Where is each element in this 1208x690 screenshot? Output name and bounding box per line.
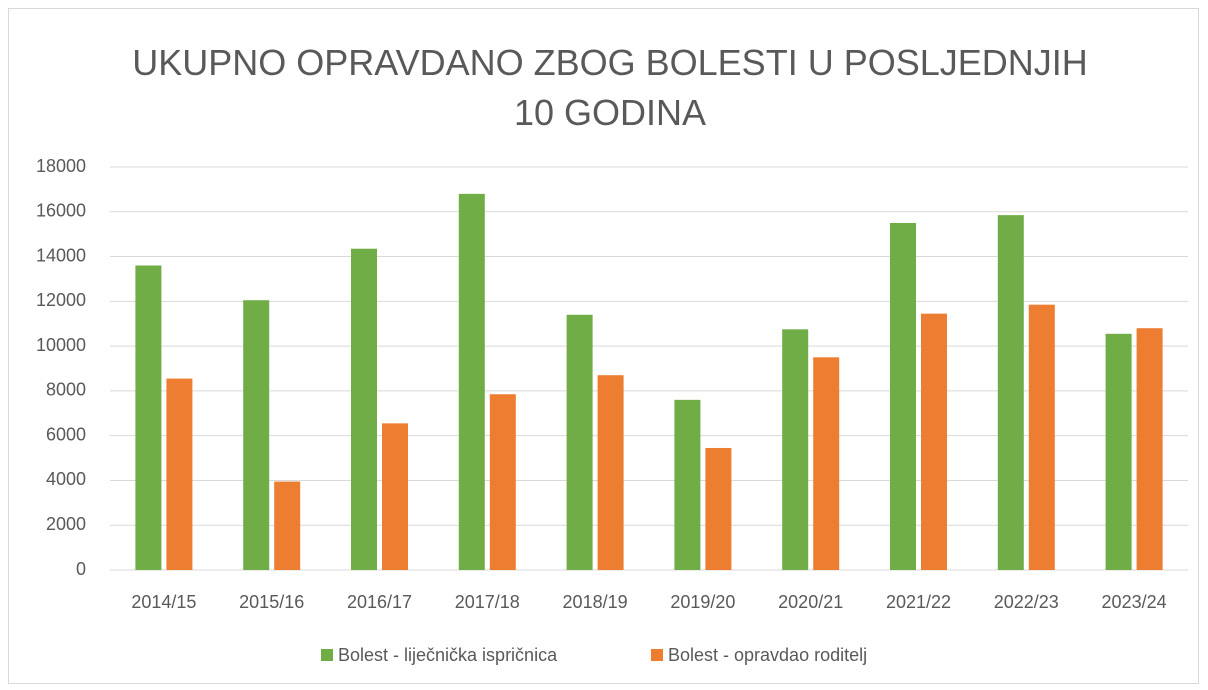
bar: [597, 375, 624, 570]
x-tick-label: 2020/21: [778, 592, 843, 612]
y-tick-label: 0: [76, 559, 86, 579]
bar: [921, 313, 947, 570]
legend-swatch: [321, 649, 333, 661]
x-tick-label: 2015/16: [239, 592, 304, 612]
bar: [566, 314, 593, 570]
x-tick-label: 2016/17: [347, 592, 412, 612]
bar: [458, 193, 485, 570]
bar: [351, 248, 377, 570]
y-tick-label: 18000: [36, 156, 86, 176]
bar: [243, 300, 270, 570]
x-tick-label: 2023/24: [1102, 592, 1167, 612]
bar: [489, 394, 516, 570]
bar: [1028, 304, 1055, 570]
bar: [166, 378, 193, 570]
y-tick-label: 4000: [46, 469, 86, 489]
legend-label: Bolest - opravdao roditelj: [668, 645, 867, 665]
bar: [674, 399, 701, 570]
y-tick-label: 14000: [36, 245, 86, 265]
bar: [135, 265, 162, 570]
legend-label: Bolest - liječnička ispričnica: [338, 645, 558, 665]
chart-title: UKUPNO OPRAVDANO ZBOG BOLESTI U POSLJEDN…: [132, 42, 1088, 133]
y-tick-label: 2000: [46, 514, 86, 534]
x-tick-label: 2014/15: [131, 592, 196, 612]
bar: [997, 215, 1024, 570]
y-tick-label: 16000: [36, 201, 86, 221]
bar: [1136, 328, 1163, 570]
y-tick-label: 10000: [36, 335, 86, 355]
x-tick-label: 2022/23: [994, 592, 1059, 612]
bar: [890, 222, 916, 570]
bar: [813, 357, 840, 570]
x-tick-label: 2019/20: [670, 592, 735, 612]
y-tick-label: 12000: [36, 290, 86, 310]
bar: [705, 447, 732, 570]
legend-swatch: [651, 649, 663, 661]
bar: [382, 423, 408, 570]
bar: [1105, 333, 1132, 570]
x-tick-label: 2018/19: [563, 592, 628, 612]
y-tick-label: 6000: [46, 424, 86, 444]
x-tick-label: 2017/18: [455, 592, 520, 612]
bar: [782, 329, 809, 570]
bar: [274, 481, 301, 570]
y-tick-label: 8000: [46, 380, 86, 400]
x-tick-label: 2021/22: [886, 592, 951, 612]
